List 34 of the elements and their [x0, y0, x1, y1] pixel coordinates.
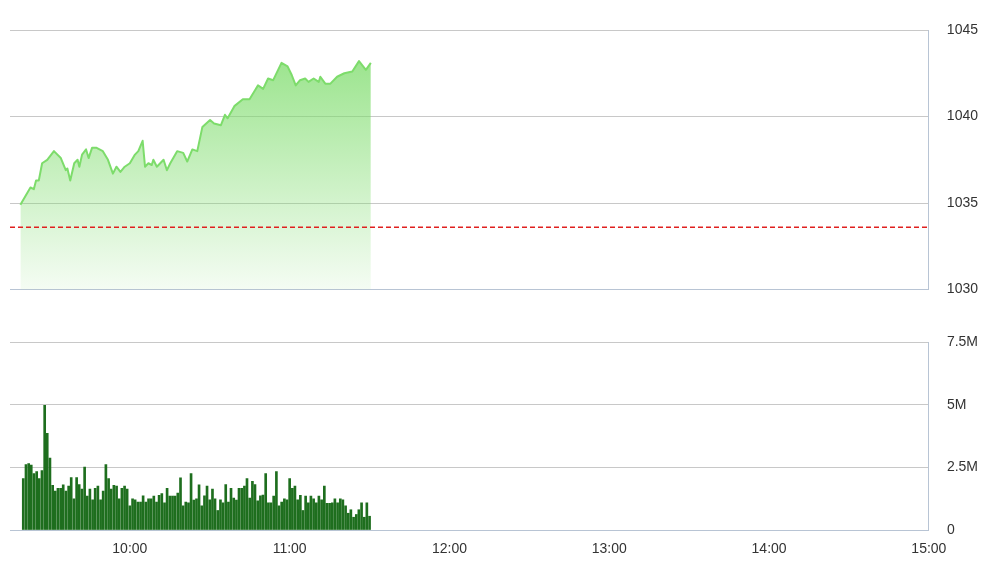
bar — [224, 484, 228, 530]
bar — [280, 501, 283, 530]
bar — [299, 494, 302, 530]
bar — [251, 480, 254, 530]
bar — [331, 502, 334, 530]
y-tick-label: 1035 — [946, 193, 979, 210]
x-tick-label: 12:00 — [431, 539, 468, 556]
y-tick-label: 1040 — [946, 107, 979, 124]
x-tick-label: 10:00 — [112, 539, 148, 556]
bar — [83, 466, 86, 530]
bar — [264, 473, 268, 530]
x-tick-label: 15:00 — [911, 539, 947, 556]
bar — [275, 471, 278, 530]
y-tick-label: 1045 — [946, 20, 979, 37]
y-tick-label: 5M — [946, 395, 967, 412]
x-tick-label: 13:00 — [591, 539, 627, 556]
bar — [336, 502, 339, 530]
bar — [184, 501, 188, 530]
x-tick-label: 11:00 — [272, 539, 307, 556]
y-tick-label: 1030 — [946, 280, 979, 297]
bar — [288, 478, 291, 530]
bar — [360, 502, 363, 530]
bar — [323, 485, 326, 530]
y-tick-label: 0 — [946, 520, 955, 537]
bar — [75, 477, 78, 530]
bar — [211, 488, 214, 530]
x-tick-label: 14:00 — [751, 539, 787, 556]
bar — [61, 484, 65, 530]
bar — [304, 495, 307, 530]
y-tick-label: 2.5M — [946, 458, 978, 475]
y-tick-label: 7.5M — [946, 333, 978, 350]
bar — [43, 405, 47, 530]
bar — [179, 477, 182, 530]
bar — [69, 477, 73, 530]
